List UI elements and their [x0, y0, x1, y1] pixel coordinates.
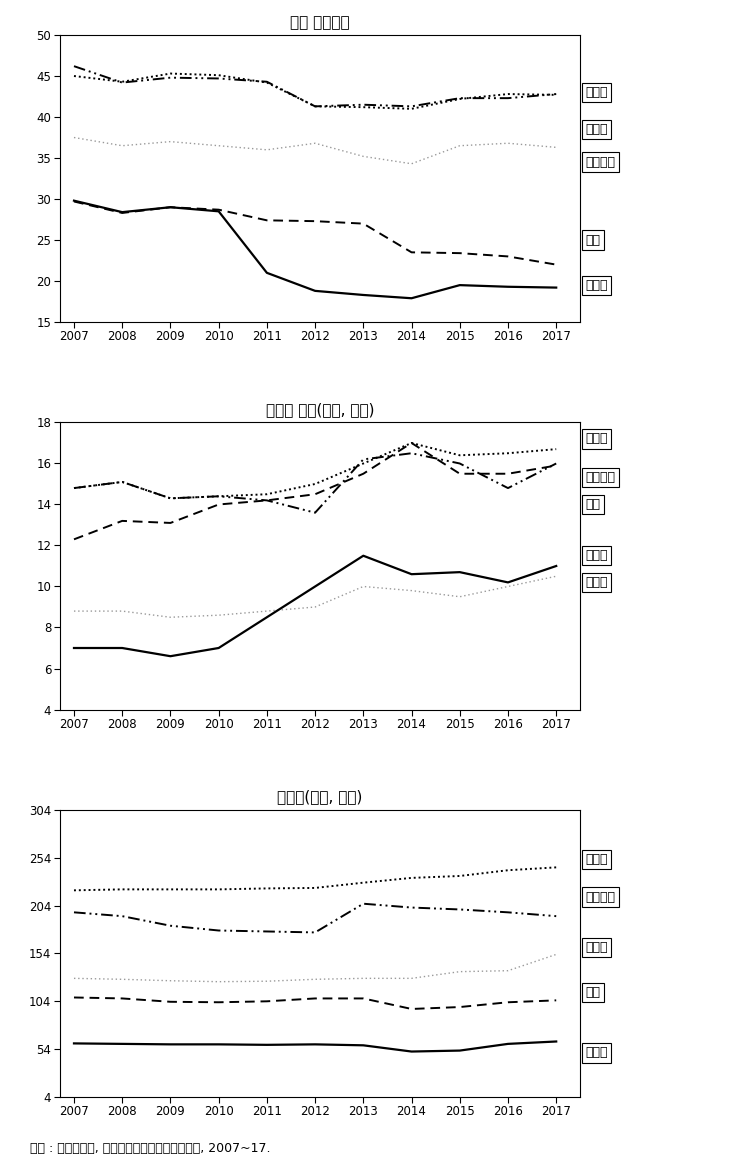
Text: 일일: 일일	[586, 986, 600, 999]
Text: 특수형태: 특수형태	[586, 155, 615, 168]
Title: 주당 근로시간: 주당 근로시간	[290, 15, 350, 29]
Text: 단시간: 단시간	[586, 279, 608, 292]
Title: 월임금(실질, 만원): 월임금(실질, 만원)	[278, 790, 362, 804]
Text: 일일: 일일	[586, 498, 600, 511]
Text: 자료 : 고용노동부, 「고용형태별근로실태조사」, 2007~17.: 자료 : 고용노동부, 「고용형태별근로실태조사」, 2007~17.	[30, 1142, 270, 1155]
Text: 단시간: 단시간	[586, 550, 608, 562]
Text: 단시간: 단시간	[586, 1047, 608, 1060]
Text: 기간제: 기간제	[586, 942, 608, 955]
Title: 시간당 임금(실질, 천원): 시간당 임금(실질, 천원)	[266, 403, 374, 417]
Text: 정규직: 정규직	[586, 433, 608, 446]
Text: 정규직: 정규직	[586, 853, 608, 866]
Text: 일일: 일일	[586, 233, 600, 246]
Text: 특수형태: 특수형태	[586, 890, 615, 903]
Text: 기간제: 기간제	[586, 575, 608, 589]
Text: 특수형태: 특수형태	[586, 471, 615, 484]
Text: 정규직: 정규직	[586, 86, 608, 99]
Text: 기간제: 기간제	[586, 123, 608, 135]
